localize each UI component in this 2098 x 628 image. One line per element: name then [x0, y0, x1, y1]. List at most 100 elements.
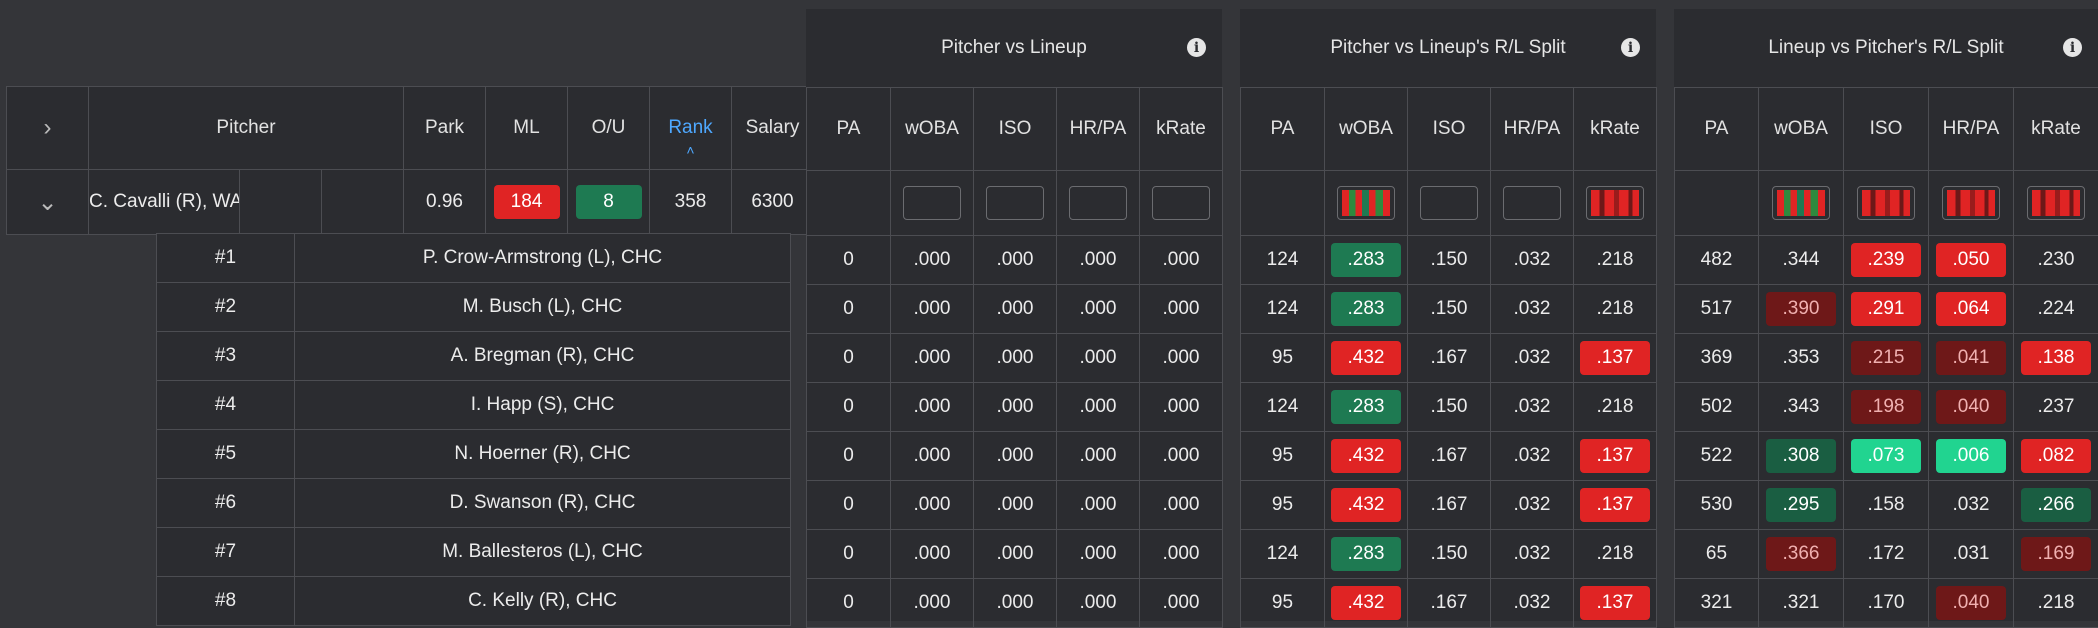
info-icon[interactable]: i	[2063, 38, 2082, 57]
stat-header-woba[interactable]: wOBA	[1325, 88, 1408, 171]
filter-cell	[891, 171, 974, 236]
filter-input[interactable]	[986, 186, 1044, 220]
stat-header-iso[interactable]: ISO	[1844, 88, 1929, 171]
filter-input[interactable]	[1069, 186, 1127, 220]
chevron-right-icon[interactable]: ›	[44, 114, 52, 141]
filter-cell	[1929, 171, 2014, 236]
pitcher-header[interactable]: Pitcher	[89, 87, 404, 170]
stat-cell: .064	[1929, 285, 2014, 334]
salary-value: 6300	[732, 170, 814, 235]
stat-value: .000	[1140, 236, 1223, 285]
filter-input[interactable]	[1152, 186, 1210, 220]
filter-input[interactable]	[2027, 186, 2085, 220]
stat-header-iso[interactable]: ISO	[1408, 88, 1491, 171]
salary-header[interactable]: Salary	[732, 87, 814, 170]
filter-input[interactable]	[903, 186, 961, 220]
stat-header-pa[interactable]: PA	[1675, 88, 1759, 171]
batter-name[interactable]: I. Happ (S), CHC	[295, 381, 791, 430]
batter-name[interactable]: M. Ballesteros (L), CHC	[295, 528, 791, 577]
stat-header-krate[interactable]: kRate	[1140, 88, 1223, 171]
filter-cell	[1408, 171, 1491, 236]
stat-value: .000	[1057, 334, 1140, 383]
batter-name[interactable]: M. Busch (L), CHC	[295, 283, 791, 332]
batter-name[interactable]: D. Swanson (R), CHC	[295, 479, 791, 528]
stat-value: .032	[1491, 481, 1574, 530]
filter-input[interactable]	[1772, 186, 1830, 220]
stat-value: .218	[2014, 579, 2098, 628]
rank-header[interactable]: Rank˄	[650, 87, 732, 170]
stat-value: .000	[1140, 383, 1223, 432]
stat-cell: .137	[1574, 579, 1657, 628]
pitcher-name[interactable]: C. Cavalli (R), WAS	[89, 170, 240, 235]
ou-header[interactable]: O/U	[568, 87, 650, 170]
stat-value: .224	[2014, 285, 2098, 334]
info-icon[interactable]: i	[1187, 38, 1206, 57]
stat-header-woba[interactable]: wOBA	[1759, 88, 1844, 171]
stat-header-hr-pa[interactable]: HR/PA	[1491, 88, 1574, 171]
park-header[interactable]: Park	[404, 87, 486, 170]
batting-slot: #7	[157, 528, 295, 577]
stat-value: .150	[1408, 236, 1491, 285]
info-icon[interactable]: i	[1621, 38, 1640, 57]
filter-input[interactable]	[1586, 186, 1644, 220]
filter-cell	[1325, 171, 1408, 236]
filter-input[interactable]	[1503, 186, 1561, 220]
batter-name[interactable]: C. Kelly (R), CHC	[295, 577, 791, 626]
stat-cell: .006	[1929, 432, 2014, 481]
stat-row: 124.283.150.032.218	[1241, 236, 1657, 285]
filter-input[interactable]	[1857, 186, 1915, 220]
batting-slot: #6	[157, 479, 295, 528]
stat-header-pa[interactable]: PA	[1241, 88, 1325, 171]
stat-header-krate[interactable]: kRate	[1574, 88, 1657, 171]
batting-slot: #8	[157, 577, 295, 626]
filter-row	[807, 171, 1223, 236]
filter-input[interactable]	[1942, 186, 2000, 220]
batting-slot: #4	[157, 381, 295, 430]
stat-row: 95.432.167.032.137	[1241, 334, 1657, 383]
stat-header-hr-pa[interactable]: HR/PA	[1057, 88, 1140, 171]
stat-value: .167	[1408, 481, 1491, 530]
stat-header-woba[interactable]: wOBA	[891, 88, 974, 171]
filter-input[interactable]	[1337, 186, 1395, 220]
stat-value: 502	[1675, 383, 1759, 432]
stat-value: .230	[2014, 236, 2098, 285]
stat-value: .032	[1491, 579, 1574, 628]
stat-header-hr-pa[interactable]: HR/PA	[1929, 88, 2014, 171]
batter-name[interactable]: N. Hoerner (R), CHC	[295, 430, 791, 479]
stat-header-iso[interactable]: ISO	[974, 88, 1057, 171]
stat-cell: .082	[2014, 432, 2098, 481]
stat-header-krate[interactable]: kRate	[2014, 88, 2098, 171]
batter-name[interactable]: A. Bregman (R), CHC	[295, 332, 791, 381]
stat-value: .167	[1408, 432, 1491, 481]
stat-value: .073	[1851, 439, 1921, 473]
ml-header[interactable]: ML	[486, 87, 568, 170]
chevron-down-icon[interactable]: ⌄	[37, 189, 57, 216]
stat-value: .064	[1936, 292, 2006, 326]
distribution-bar	[2032, 190, 2080, 216]
stat-cell: .390	[1759, 285, 1844, 334]
collapse-toggle[interactable]: ⌄	[7, 170, 89, 235]
expand-all-toggle[interactable]: ›	[7, 87, 89, 170]
batter-name[interactable]: P. Crow-Armstrong (L), CHC	[295, 234, 791, 283]
stat-value: .000	[1057, 481, 1140, 530]
stat-value: .137	[1580, 488, 1650, 522]
stat-cell: .041	[1929, 334, 2014, 383]
batting-slot: #3	[157, 332, 295, 381]
stat-value: 65	[1675, 530, 1759, 579]
stat-header-pa[interactable]: PA	[807, 88, 891, 171]
stat-value: .041	[1936, 341, 2006, 375]
park-value: 0.96	[404, 170, 486, 235]
stat-cell: .040	[1929, 579, 2014, 628]
filter-input[interactable]	[1420, 186, 1478, 220]
stat-row: 124.283.150.032.218	[1241, 383, 1657, 432]
